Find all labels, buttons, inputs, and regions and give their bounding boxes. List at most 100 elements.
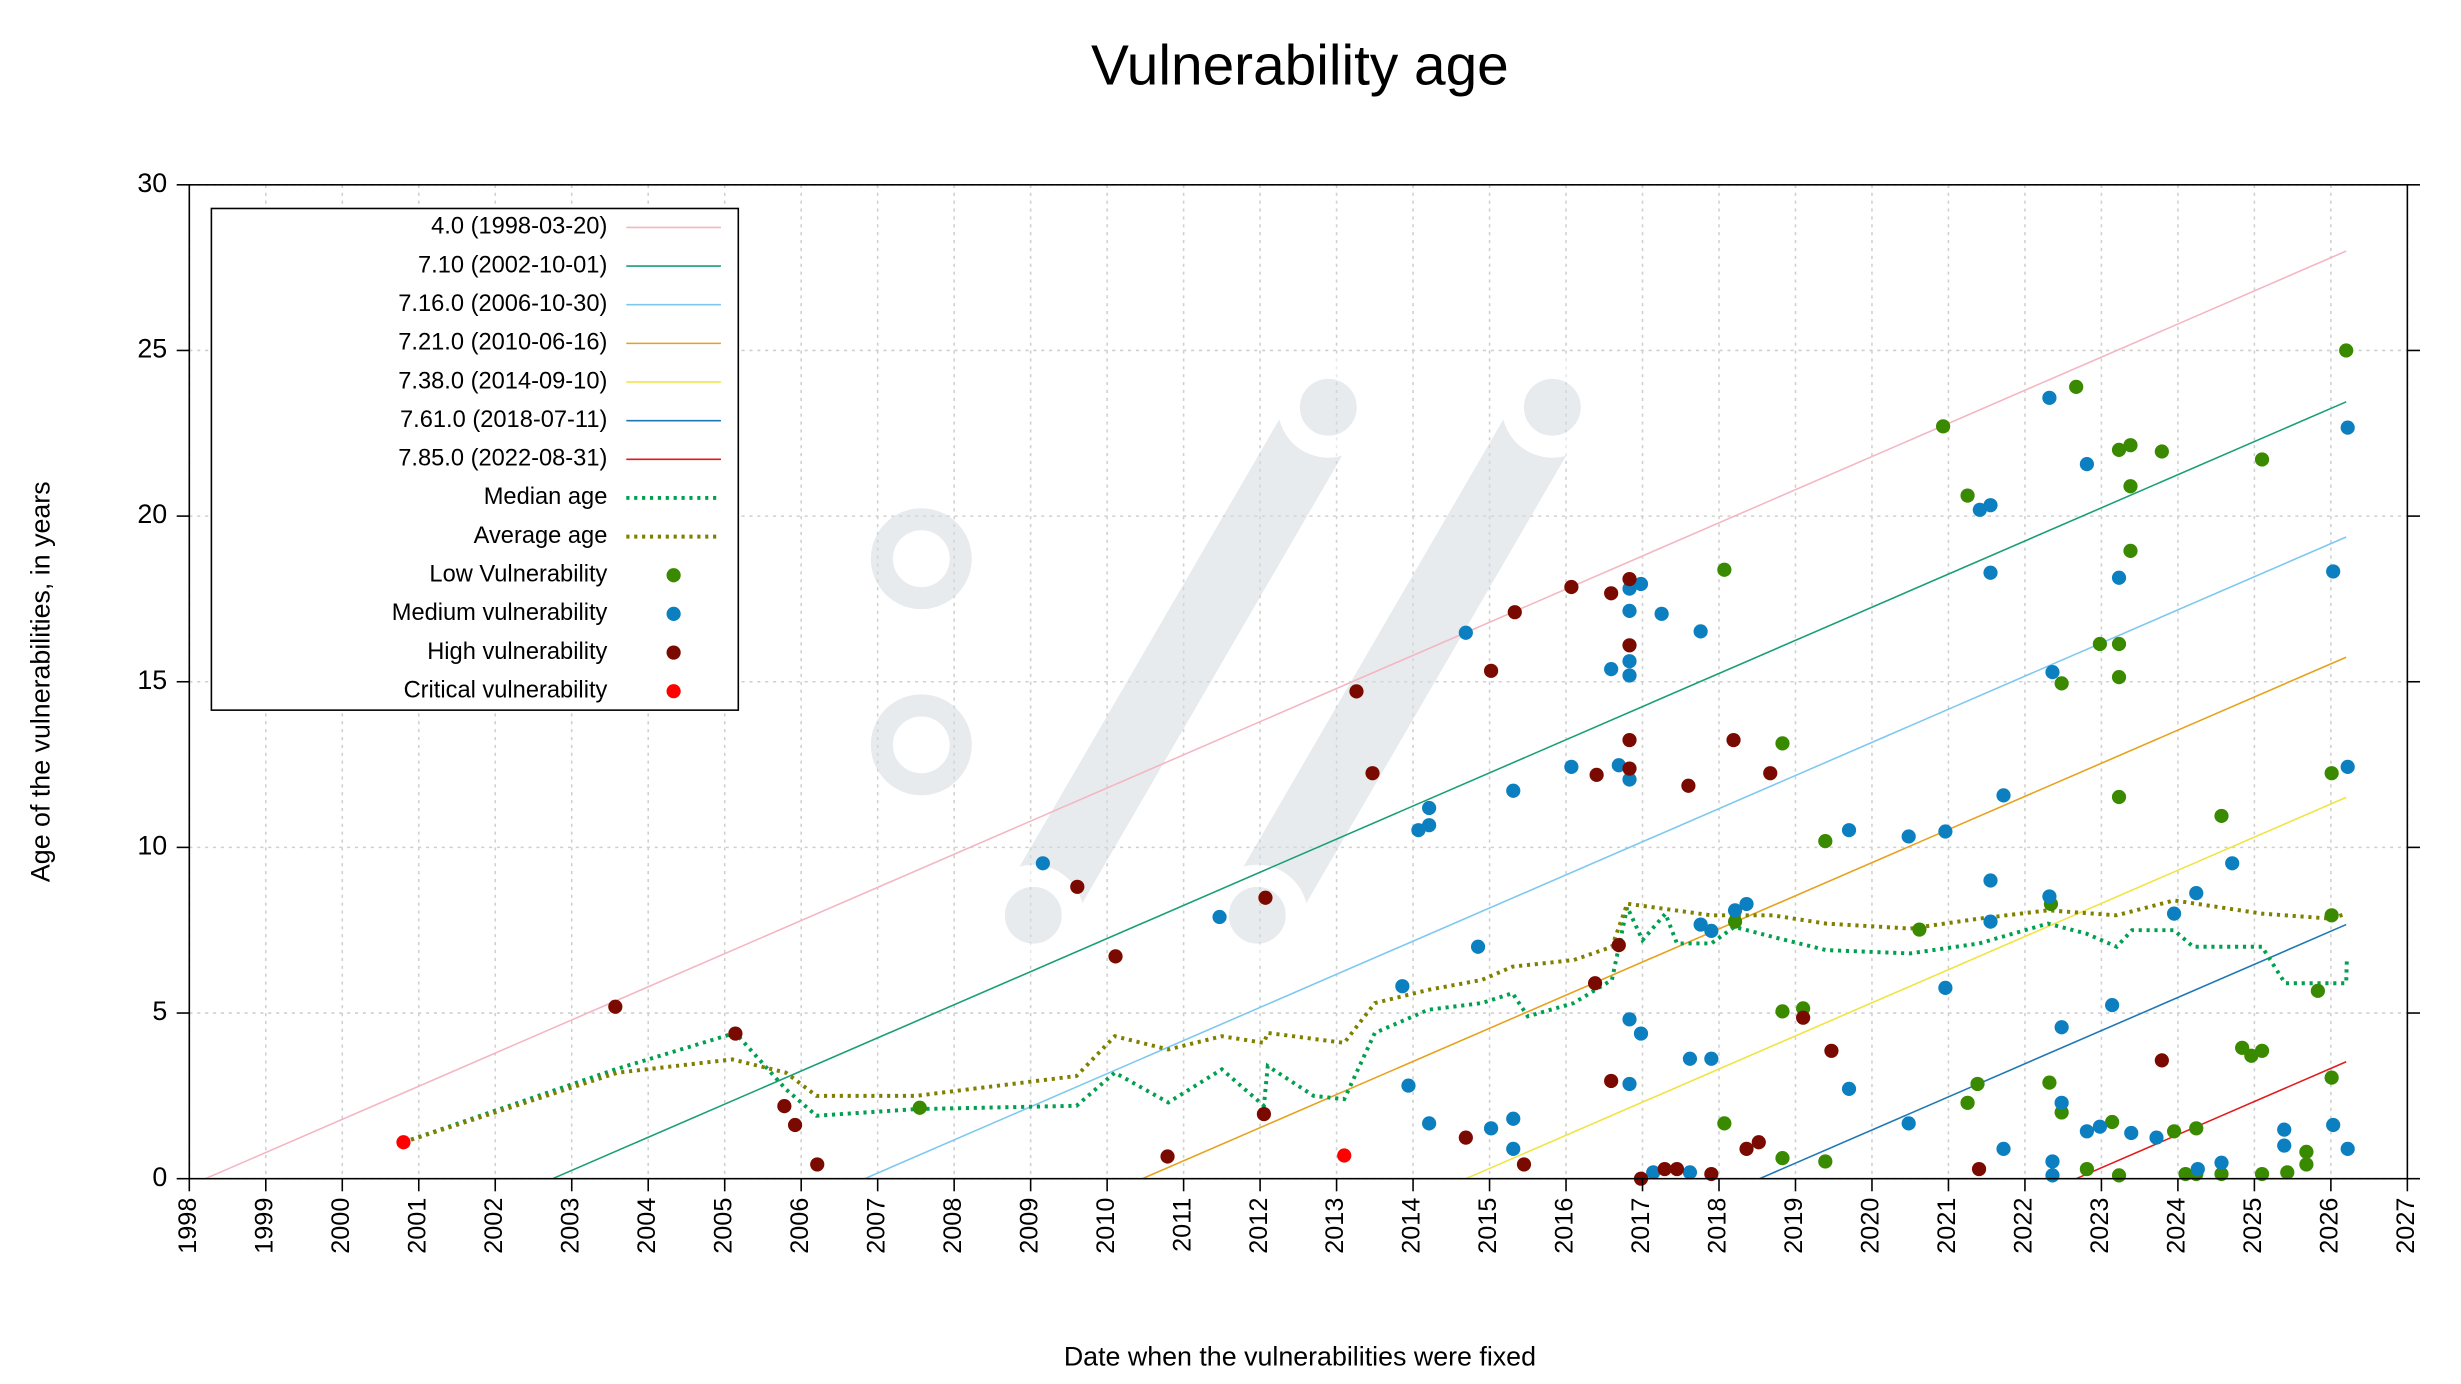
x-tick-label: 2008	[939, 1198, 967, 1254]
vulnerability-point	[1796, 1010, 1811, 1025]
watermark-dot	[870, 694, 972, 796]
vulnerability-point	[2105, 997, 2120, 1013]
vulnerability-point	[2189, 1121, 2204, 1136]
vulnerability-point	[1739, 1141, 1754, 1156]
legend-swatch	[666, 684, 681, 699]
vulnerability-point	[1506, 1141, 1521, 1156]
watermark-slash	[1221, 370, 1589, 952]
vulnerability-point	[1657, 1161, 1672, 1177]
vulnerability-point	[1775, 1151, 1790, 1166]
vulnerability-point	[1936, 419, 1951, 434]
vulnerability-point	[1611, 758, 1626, 773]
vulnerability-point	[2045, 1168, 2060, 1183]
vulnerability-point	[2079, 1161, 2094, 1177]
vulnerability-point	[2310, 983, 2325, 998]
watermark-ring	[1277, 356, 1379, 458]
vulnerability-point	[2324, 1070, 2339, 1085]
release-line	[552, 401, 2347, 1180]
x-tick-label: 2022	[2010, 1198, 2038, 1254]
vulnerability-point	[2154, 444, 2169, 459]
watermark-ring	[1501, 356, 1603, 458]
legend-label: 4.0 (1998-03-20)	[431, 214, 607, 240]
vulnerability-point	[1411, 823, 1426, 838]
x-tick-label: 2021	[1933, 1198, 1961, 1254]
plot-area	[205, 250, 2355, 1186]
release-line	[1759, 923, 2347, 1180]
x-tick-label: 2019	[1780, 1198, 1808, 1254]
x-tick-label: 2014	[1398, 1198, 1426, 1254]
vulnerability-point	[1611, 938, 1626, 953]
vulnerability-point	[810, 1157, 825, 1172]
vulnerability-point	[1669, 1161, 1685, 1177]
vulnerability-point	[1516, 1157, 1532, 1172]
vulnerability-point	[1970, 1076, 1985, 1092]
x-tick-label: 2003	[556, 1198, 584, 1254]
vulnerability-point	[2054, 1020, 2069, 1035]
x-tick-label: 2004	[633, 1198, 661, 1254]
vulnerability-point	[1506, 783, 1521, 798]
vulnerability-point	[1622, 1076, 1637, 1092]
vulnerability-point	[2214, 808, 2229, 824]
vulnerability-point	[2123, 543, 2138, 558]
watermark	[870, 356, 1603, 966]
vulnerability-point	[1401, 1078, 1416, 1093]
vulnerability-point	[787, 1117, 803, 1133]
watermark-ring	[982, 864, 1084, 966]
vulnerability-point	[728, 1026, 743, 1041]
vulnerability-point	[2123, 479, 2138, 494]
vulnerability-point	[1841, 1081, 1857, 1096]
x-tick-label: 2015	[1474, 1198, 1502, 1254]
y-tick-label: 25	[137, 334, 167, 364]
vulnerability-point	[2189, 886, 2204, 901]
vulnerability-point	[2339, 343, 2354, 358]
vulnerability-point	[2178, 1166, 2193, 1182]
vulnerability-point	[1717, 1116, 1732, 1131]
vulnerability-point	[2154, 1053, 2169, 1068]
legend-swatch	[666, 606, 681, 622]
vulnerability-point	[2254, 452, 2270, 467]
y-tick-label: 30	[137, 168, 167, 198]
vulnerability-point	[1349, 684, 1364, 699]
vulnerability-point	[2326, 1117, 2341, 1133]
x-tick-label: 2007	[862, 1198, 890, 1254]
vulnerability-point	[2277, 1122, 2292, 1137]
legend-label: High vulnerability	[427, 639, 607, 665]
vulnerability-point	[2111, 789, 2127, 805]
vulnerability-point	[2124, 1125, 2139, 1141]
vulnerability-point	[1704, 923, 1719, 938]
vulnerability-point	[2190, 1161, 2205, 1177]
vulnerability-point	[777, 1099, 792, 1114]
legend-label: 7.61.0 (2018-07-11)	[400, 407, 607, 433]
vulnerability-point	[1622, 654, 1637, 669]
vulnerability-point	[2299, 1144, 2314, 1159]
vulnerability-point	[2111, 570, 2127, 585]
vulnerability-point	[1470, 939, 1486, 954]
vulnerability-point	[1507, 605, 1522, 620]
x-tick-label: 2026	[2316, 1198, 2344, 1254]
release-line	[1465, 796, 2347, 1180]
vulnerability-point	[1633, 576, 1649, 592]
vulnerability-point	[2045, 1154, 2060, 1169]
y-tick-label: 0	[152, 1162, 167, 1192]
vulnerability-point	[1983, 498, 1998, 513]
vulnerability-point	[1704, 1166, 1719, 1182]
vulnerability-point	[2225, 856, 2240, 871]
vulnerability-point	[2092, 1119, 2107, 1134]
vulnerability-point	[1035, 856, 1050, 871]
vulnerability-point	[1726, 732, 1741, 748]
vulnerability-point	[1971, 1161, 1987, 1177]
vulnerability-point	[1483, 1121, 1499, 1136]
chart-title: Vulnerability age	[1091, 35, 1509, 98]
vulnerability-point	[2069, 379, 2084, 394]
vulnerability-point	[2054, 1095, 2069, 1110]
legend-label: 7.21.0 (2010-06-16)	[398, 330, 607, 356]
vulnerability-point	[1622, 603, 1637, 618]
x-tick-label: 2018	[1704, 1198, 1732, 1254]
vulnerability-point	[2324, 766, 2339, 781]
vulnerability-point	[1682, 1051, 1698, 1066]
release-line	[1141, 656, 2347, 1180]
vulnerability-point	[2079, 1124, 2094, 1139]
y-tick-label: 5	[152, 996, 167, 1026]
vulnerability-point	[1739, 896, 1754, 912]
